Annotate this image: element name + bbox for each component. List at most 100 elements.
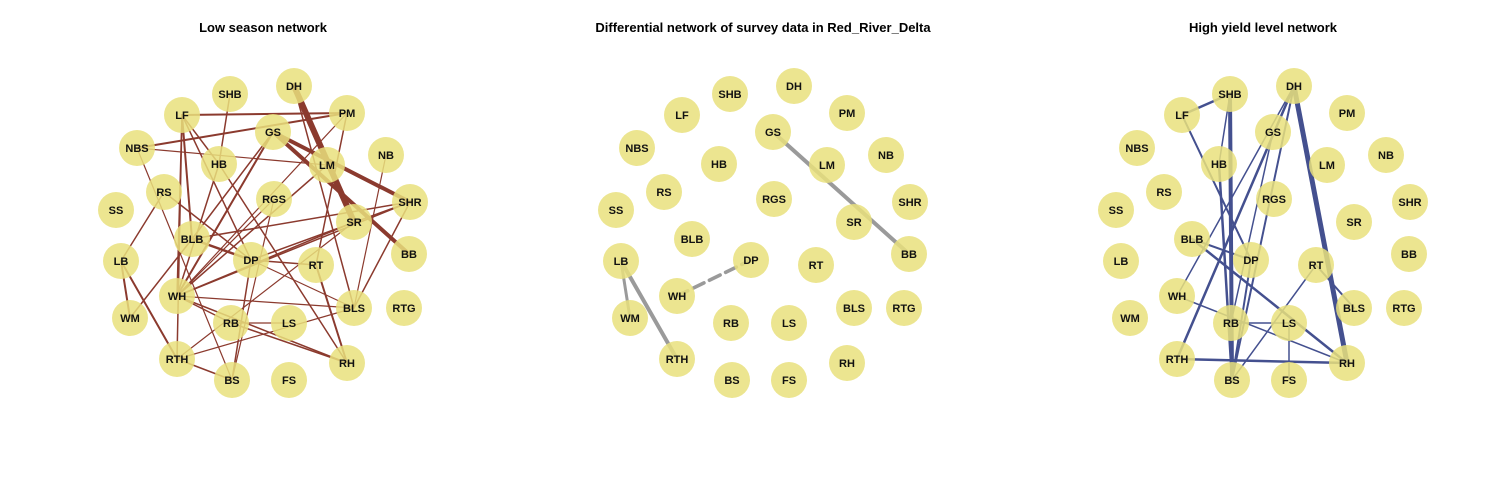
node-dp: DP (1233, 242, 1269, 278)
node-label: RB (1223, 318, 1239, 330)
nodes-high-yield: SHB DH LF PM GS NBS NB HB LM RS RGS SHR SS SR BLB LB DP B… (1098, 68, 1428, 398)
node-label: NB (1378, 150, 1394, 162)
node-label: RS (156, 187, 171, 199)
node-circle (1212, 76, 1248, 112)
node-label: LB (614, 256, 629, 268)
node-gs: GS (255, 114, 291, 150)
node-fs: FS (1271, 362, 1307, 398)
node-label: WM (620, 313, 640, 325)
node-label: HB (1211, 159, 1227, 171)
nodes-differential: SHB DH LF PM GS NBS NB HB LM RS RGS SHR SS SR BLB LB DP B… (598, 68, 928, 398)
node-sr: SR (836, 204, 872, 240)
node-label: LB (114, 256, 129, 268)
differential-network-panel: Differential network of survey data in R… (595, 20, 931, 398)
node-label: SR (846, 217, 861, 229)
node-circle (1164, 97, 1200, 133)
edge-nbs-pm (136, 112, 348, 149)
node-label: RH (839, 358, 855, 370)
node-label: SHR (1398, 197, 1421, 209)
node-circle (771, 362, 807, 398)
node-circle (1214, 362, 1250, 398)
node-wh: WH (159, 278, 195, 314)
node-circle (646, 174, 682, 210)
node-shr: SHR (892, 184, 928, 220)
node-dh: DH (776, 68, 812, 104)
node-circle (103, 243, 139, 279)
edges-differential (619, 130, 911, 361)
edge-lf-pm (181, 112, 348, 116)
node-label: BB (901, 249, 917, 261)
node-nb: NB (368, 137, 404, 173)
node-label: RGS (762, 194, 786, 206)
node-label: RS (656, 187, 671, 199)
node-circle (756, 181, 792, 217)
node-circle (391, 236, 427, 272)
node-circle (336, 290, 372, 326)
node-circle (329, 95, 365, 131)
node-rt: RT (1298, 247, 1334, 283)
node-circle (1271, 305, 1307, 341)
edge-dp-shr (250, 201, 411, 261)
node-label: NBS (1125, 143, 1148, 155)
node-circle (201, 146, 237, 182)
edge-rgs-bs (231, 198, 275, 381)
node-circle (1329, 345, 1365, 381)
node-label: SHB (218, 89, 241, 101)
node-pm: PM (1329, 95, 1365, 131)
node-label: BLB (1181, 234, 1204, 246)
node-bb: BB (1391, 236, 1427, 272)
node-circle (1255, 114, 1291, 150)
node-circle (829, 345, 865, 381)
edge-rth-rh (1175, 357, 1349, 365)
node-wh: WH (1159, 278, 1195, 314)
node-label: BLB (681, 234, 704, 246)
node-label: BLS (843, 303, 865, 315)
node-label: BLS (343, 303, 365, 315)
node-lf: LF (164, 97, 200, 133)
node-lf: LF (1164, 97, 1200, 133)
node-ss: SS (98, 192, 134, 228)
panel-title-high-yield: High yield level network (1189, 20, 1338, 35)
node-label: SR (1346, 217, 1361, 229)
node-lm: LM (1309, 147, 1345, 183)
node-circle (659, 278, 695, 314)
node-lm: LM (809, 147, 845, 183)
edge-bls-rth (176, 307, 355, 360)
edge-blb-shr (191, 201, 411, 240)
node-shb: SHB (712, 76, 748, 112)
node-circle (1098, 192, 1134, 228)
node-label: RS (1156, 187, 1171, 199)
node-circle (1233, 242, 1269, 278)
edge-wh-gs (176, 131, 274, 297)
node-circle (309, 147, 345, 183)
edge-lb-rth (120, 260, 178, 360)
node-rh: RH (1329, 345, 1365, 381)
node-label: WM (120, 313, 140, 325)
node-hb: HB (201, 146, 237, 182)
node-label: RB (223, 318, 239, 330)
node-shb: SHB (212, 76, 248, 112)
node-label: NBS (625, 143, 648, 155)
node-circle (271, 305, 307, 341)
node-label: FS (282, 375, 296, 387)
node-rth: RTH (159, 341, 195, 377)
node-rh: RH (829, 345, 865, 381)
node-label: WH (1168, 291, 1186, 303)
node-label: LM (319, 160, 335, 172)
node-ls: LS (1271, 305, 1307, 341)
node-label: RH (339, 358, 355, 370)
node-circle (1271, 362, 1307, 398)
node-circle (603, 243, 639, 279)
node-circle (598, 192, 634, 228)
node-circle (392, 184, 428, 220)
node-label: LF (175, 110, 189, 122)
node-circle (771, 305, 807, 341)
node-label: GS (1265, 127, 1281, 139)
node-label: SHB (718, 89, 741, 101)
node-label: SS (609, 205, 624, 217)
node-label: NBS (125, 143, 148, 155)
node-circle (755, 114, 791, 150)
node-blb: BLB (174, 221, 210, 257)
node-circle (713, 305, 749, 341)
edge-rh-wh (176, 295, 348, 364)
